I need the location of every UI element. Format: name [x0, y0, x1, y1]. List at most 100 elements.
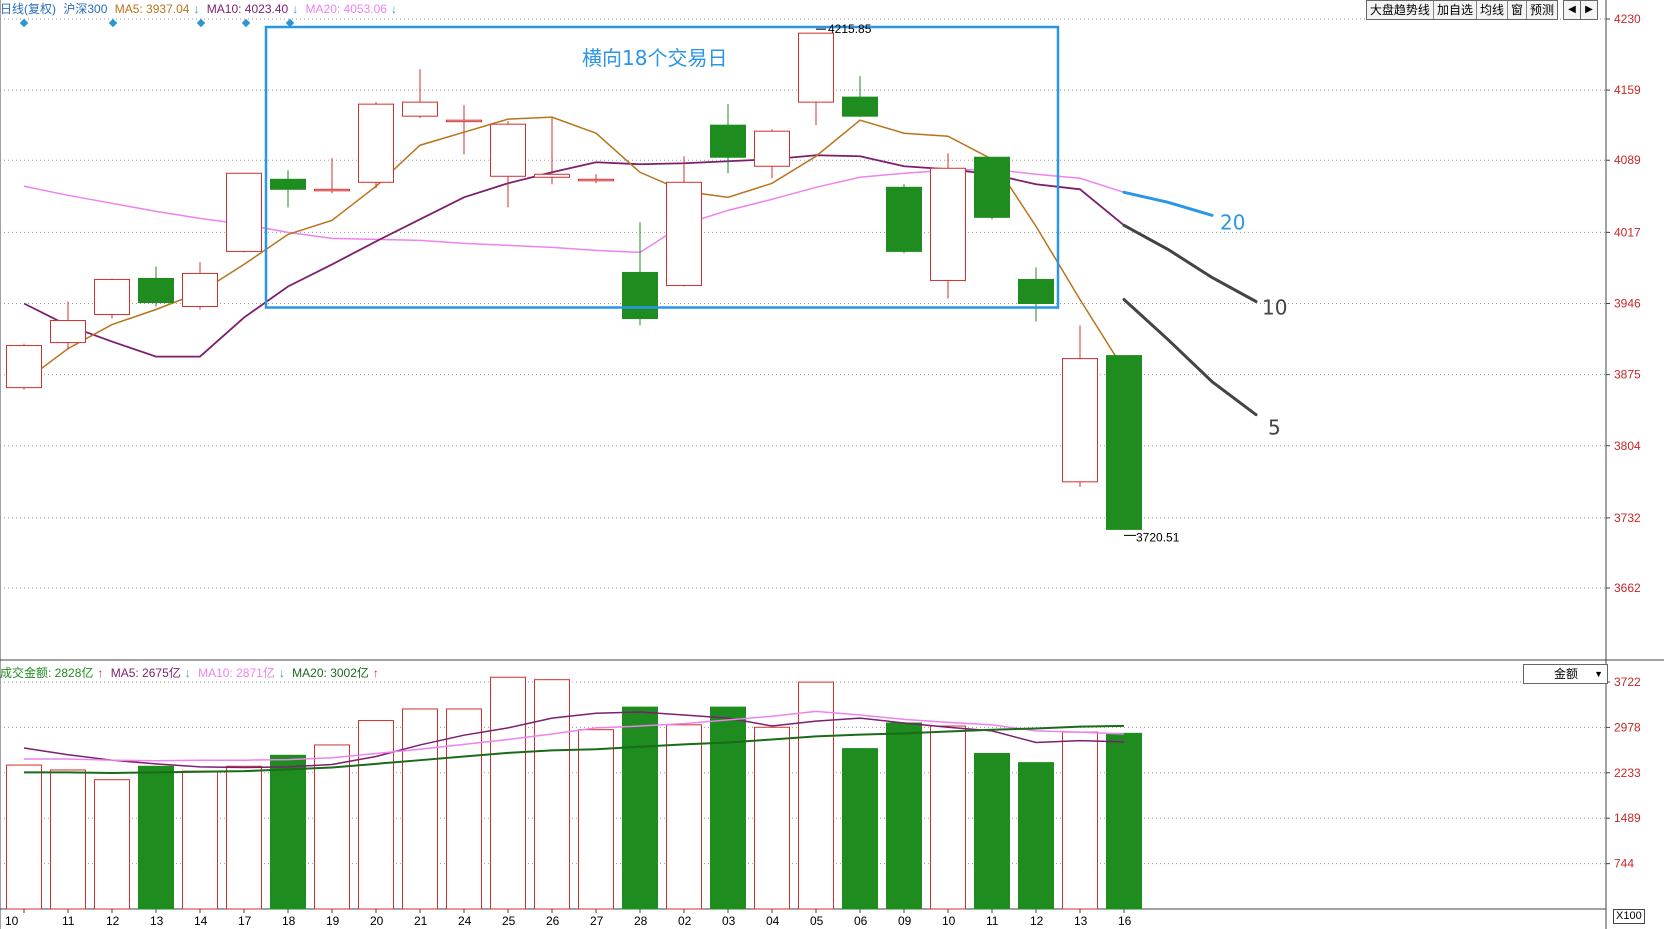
date-tick-label: 10 [942, 914, 956, 928]
volume-bar [402, 708, 438, 910]
amount-label: 成交金额: 2828亿 ↑ [0, 666, 104, 680]
volume-bar [226, 765, 262, 910]
candle [314, 158, 350, 194]
price-header: 日线(复权) 沪深300 MA5: 3937.04 ↓ MA10: 4023.40… [0, 0, 401, 18]
candle-body [446, 119, 482, 123]
candle-body [358, 103, 394, 183]
add-watchlist-button[interactable]: 加自选 [1434, 1, 1477, 19]
candle-body [622, 271, 658, 320]
date-tick-label: 18 [282, 914, 296, 928]
candle-body [6, 345, 42, 389]
date-tick-label: 02 [678, 914, 692, 928]
price-tick-label: 4230 [1614, 12, 1641, 26]
candle-body [270, 178, 306, 190]
volume-header: 成交金额: 2828亿 ↑ MA5: 2675亿 ↓ MA10: 2871亿 ↓ MA… [0, 664, 383, 682]
volume-bar [358, 720, 394, 910]
candle-body [490, 123, 526, 177]
date-tick-label: 20 [370, 914, 384, 928]
candle [886, 184, 922, 254]
candle-body [710, 124, 746, 158]
candle [94, 278, 130, 319]
high-label: 4215.85 [828, 22, 872, 36]
price-tick-label: 3732 [1614, 511, 1641, 525]
candle-body [886, 186, 922, 252]
date-tick-label: 03 [722, 914, 736, 928]
candle-body [1018, 278, 1054, 304]
candle-body [974, 156, 1010, 218]
volume-bar [666, 724, 702, 910]
date-tick-label: 25 [502, 914, 516, 928]
price-tick-label: 3804 [1614, 439, 1641, 453]
candle-body [402, 101, 438, 117]
candle [578, 174, 614, 184]
volume-ma5-line [23, 711, 1125, 769]
volume-tick-label: 2233 [1614, 766, 1641, 780]
date-tick-label: 10 [5, 914, 19, 928]
volume-bar [930, 725, 966, 910]
scroll-left-icon[interactable]: ◀ [1563, 0, 1581, 20]
candle-body [798, 32, 834, 103]
volume-ma20-line [24, 724, 1125, 774]
candle-body [314, 188, 350, 192]
volume-bar [1062, 731, 1098, 910]
price-tick-label: 3946 [1614, 297, 1641, 311]
candle [50, 301, 86, 350]
ma20-label: MA20: 4053.06 ↓ [305, 2, 397, 16]
volume-bar [1018, 762, 1054, 910]
period-label[interactable]: 日线(复权) [0, 2, 56, 16]
candle-body [182, 272, 218, 308]
volume-bar [886, 722, 922, 910]
candle [6, 343, 42, 390]
volume-bar [1106, 732, 1142, 910]
date-tick-label: 24 [458, 914, 472, 928]
volume-bar [270, 754, 306, 910]
scroll-right-icon[interactable]: ▶ [1580, 0, 1598, 20]
candles [6, 32, 1142, 530]
candle [446, 105, 482, 155]
indicator-select-label: 金额 [1554, 667, 1579, 681]
date-axis: 10 11 12 13 14 17 18 19 20 21 24 25 26 27 28 02 03 04 05 06… [5, 909, 1132, 928]
volume-bar [50, 769, 86, 910]
candle-body [842, 96, 878, 117]
candle [402, 69, 438, 119]
candle [358, 102, 394, 189]
price-axis: 4230 4159 4089 4017 3946 3875 3804 3732 3662 [1606, 12, 1641, 595]
volume-tick-label: 3722 [1614, 675, 1641, 689]
window-button[interactable]: 窗 [1508, 1, 1527, 19]
top-toolbar: 大盘趋势线 加自选 均线 窗 预测 [1365, 0, 1558, 20]
ma-button[interactable]: 均线 [1477, 1, 1508, 19]
date-tick-label: 04 [766, 914, 780, 928]
candle-body [1106, 355, 1142, 530]
trend-line-button[interactable]: 大盘趋势线 [1367, 1, 1434, 19]
date-tick-label: 12 [106, 914, 120, 928]
ma5-label: MA5: 3937.04 ↓ [114, 2, 200, 16]
candle [138, 266, 174, 307]
candle [182, 262, 218, 310]
ma5-projection-label: 5 [1268, 416, 1281, 440]
volume-bar [138, 765, 174, 910]
box-label: 横向18个交易日 [582, 46, 727, 70]
annotations: 横向18个交易日 4215.85 3720.51 20 10 5 [264, 22, 1287, 544]
price-tick-label: 4159 [1614, 83, 1641, 97]
volume-bar [578, 729, 614, 910]
candle [666, 156, 702, 287]
indicator-select[interactable]: 金额 ▼ [1523, 664, 1608, 684]
candle [930, 153, 966, 299]
candle [270, 170, 306, 208]
volume-bar [710, 706, 746, 910]
date-tick-label: 28 [634, 914, 648, 928]
date-tick-label: 26 [546, 914, 560, 928]
candle [842, 76, 878, 118]
candle [754, 129, 790, 179]
candle-body [1062, 358, 1098, 483]
ma10-label: MA10: 4023.40 ↓ [206, 2, 299, 16]
ma10-projection-label: 10 [1262, 296, 1287, 320]
candle [534, 118, 570, 185]
candle-body [94, 278, 130, 316]
volume-axis: 3722 2978 2233 1489 744 [1606, 675, 1641, 871]
volume-bar [754, 726, 790, 910]
low-label: 3720.51 [1136, 530, 1180, 544]
forecast-button[interactable]: 预测 [1529, 3, 1554, 17]
ma10-projection-line [1122, 223, 1258, 303]
